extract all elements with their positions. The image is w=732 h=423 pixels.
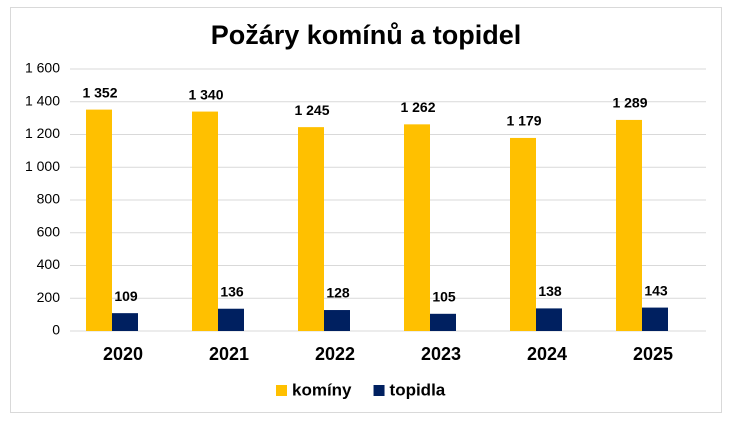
data-label: 136 bbox=[220, 283, 244, 299]
chart-border bbox=[10, 7, 722, 413]
data-label: 1 262 bbox=[400, 99, 435, 115]
data-label: 1 179 bbox=[506, 113, 541, 129]
y-tick-label: 1 400 bbox=[25, 92, 60, 108]
x-tick-label: 2025 bbox=[633, 344, 673, 364]
data-label: 143 bbox=[644, 282, 668, 298]
bar bbox=[642, 307, 668, 331]
data-label: 1 289 bbox=[612, 95, 647, 111]
y-tick-label: 1 200 bbox=[25, 125, 60, 141]
bar bbox=[192, 111, 218, 331]
bar bbox=[298, 127, 324, 331]
bar bbox=[616, 119, 642, 332]
chart-title: Požáry komínů a topidel bbox=[211, 20, 522, 50]
data-label: 1 245 bbox=[294, 102, 329, 118]
y-tick-label: 400 bbox=[37, 256, 61, 272]
y-tick-label: 600 bbox=[37, 223, 61, 239]
y-tick-label: 800 bbox=[37, 191, 61, 207]
y-tick-label: 200 bbox=[37, 289, 61, 305]
x-tick-label: 2022 bbox=[315, 344, 355, 364]
data-label: 128 bbox=[326, 285, 350, 301]
bar bbox=[430, 313, 456, 331]
legend-label: topidla bbox=[390, 380, 446, 399]
bar bbox=[324, 310, 350, 331]
bar bbox=[86, 109, 112, 331]
data-label: 1 340 bbox=[188, 86, 223, 102]
x-tick-label: 2021 bbox=[209, 344, 249, 364]
data-label: 105 bbox=[432, 289, 456, 305]
bar bbox=[218, 308, 244, 331]
y-tick-label: 1 000 bbox=[25, 158, 60, 174]
bar bbox=[510, 137, 536, 331]
legend-swatch bbox=[373, 385, 385, 396]
data-label: 109 bbox=[114, 288, 138, 304]
bar bbox=[536, 308, 562, 331]
y-tick-label: 1 600 bbox=[25, 60, 60, 76]
legend-label: komíny bbox=[292, 380, 352, 399]
x-tick-label: 2024 bbox=[527, 344, 567, 364]
x-tick-label: 2023 bbox=[421, 344, 461, 364]
legend-swatch bbox=[276, 385, 287, 396]
bar bbox=[112, 313, 138, 331]
y-tick-label: 0 bbox=[52, 322, 60, 338]
bar bbox=[404, 124, 430, 331]
data-label: 1 352 bbox=[82, 84, 117, 100]
data-label: 138 bbox=[538, 283, 562, 299]
x-tick-label: 2020 bbox=[103, 344, 143, 364]
